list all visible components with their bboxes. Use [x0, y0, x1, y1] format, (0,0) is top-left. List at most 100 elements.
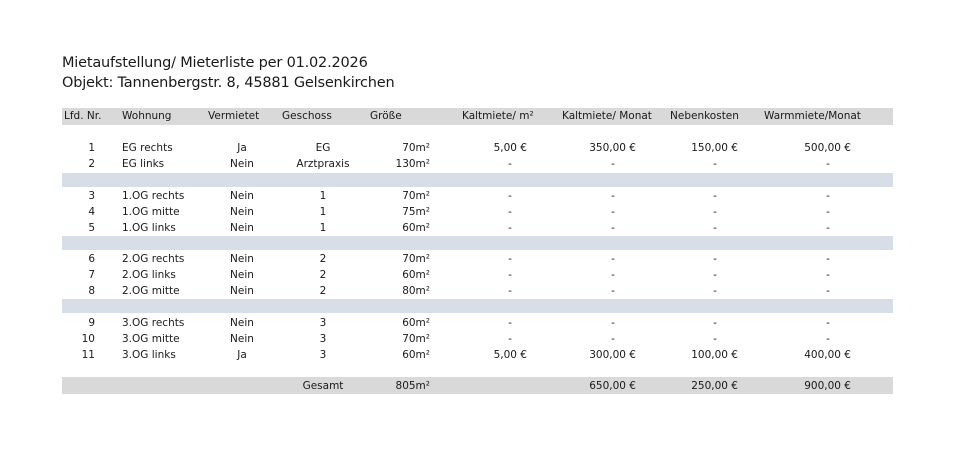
cell-nebenkosten: -	[713, 333, 717, 345]
cell-nebenkosten: -	[713, 285, 717, 297]
cell-groesse: 60m²	[402, 269, 430, 281]
cell-kaltmiete-monat: -	[611, 333, 615, 345]
cell-vermietet: Ja	[237, 349, 247, 361]
total-row: Gesamt 805m² 650,00 € 250,00 € 900,00 €	[0, 380, 960, 395]
cell-warmmiete: 500,00 €	[804, 142, 851, 154]
cell-lfd-nr: 6	[88, 253, 95, 265]
table-row: 2 EG links Nein Arztpraxis 130m² - - - -	[0, 158, 960, 173]
table-header: Lfd. Nr. Wohnung Vermietet Geschoss Größ…	[0, 110, 960, 125]
cell-wohnung: 3.OG mitte	[122, 333, 180, 345]
cell-lfd-nr: 8	[88, 285, 95, 297]
cell-warmmiete: 400,00 €	[804, 349, 851, 361]
floor-separator	[62, 173, 893, 187]
total-kaltmiete: 650,00 €	[589, 380, 636, 392]
table-row: 11 3.OG links Ja 3 60m² 5,00 € 300,00 € 100,00 …	[0, 349, 960, 364]
floor-separator	[62, 299, 893, 313]
table-row: 10 3.OG mitte Nein 3 70m² - - - -	[0, 333, 960, 348]
cell-kaltmiete-m2: 5,00 €	[493, 349, 527, 361]
cell-kaltmiete-m2: -	[508, 206, 512, 218]
cell-wohnung: 2.OG rechts	[122, 253, 185, 265]
table-row: 1 EG rechts Ja EG 70m² 5,00 € 350,00 € 150,00 €…	[0, 142, 960, 157]
cell-nebenkosten: 150,00 €	[691, 142, 738, 154]
cell-warmmiete: -	[826, 269, 830, 281]
cell-kaltmiete-monat: -	[611, 190, 615, 202]
cell-wohnung: 1.OG links	[122, 222, 176, 234]
col-kaltmiete-monat: Kaltmiete/ Monat	[562, 110, 652, 122]
cell-geschoss: 2	[319, 253, 327, 265]
cell-kaltmiete-monat: 300,00 €	[589, 349, 636, 361]
cell-lfd-nr: 9	[88, 317, 95, 329]
cell-kaltmiete-m2: 5,00 €	[493, 142, 527, 154]
cell-nebenkosten: 100,00 €	[691, 349, 738, 361]
cell-vermietet: Nein	[230, 206, 254, 218]
col-groesse: Größe	[370, 110, 402, 122]
cell-geschoss: 3	[319, 333, 327, 345]
cell-vermietet: Nein	[230, 158, 254, 170]
col-warmmiete: Warmmiete/Monat	[764, 110, 861, 122]
cell-lfd-nr: 11	[81, 349, 95, 361]
cell-vermietet: Nein	[230, 317, 254, 329]
table-row: 5 1.OG links Nein 1 60m² - - - -	[0, 222, 960, 237]
cell-kaltmiete-monat: 350,00 €	[589, 142, 636, 154]
cell-wohnung: 1.OG rechts	[122, 190, 185, 202]
cell-warmmiete: -	[826, 158, 830, 170]
cell-lfd-nr: 2	[88, 158, 95, 170]
cell-kaltmiete-monat: -	[611, 317, 615, 329]
total-size: 805m²	[395, 380, 430, 392]
cell-kaltmiete-monat: -	[611, 253, 615, 265]
col-kaltmiete-m2: Kaltmiete/ m²	[462, 110, 534, 122]
cell-vermietet: Nein	[230, 222, 254, 234]
cell-lfd-nr: 10	[81, 333, 95, 345]
cell-geschoss: 1	[319, 222, 327, 234]
cell-warmmiete: -	[826, 333, 830, 345]
cell-warmmiete: -	[826, 285, 830, 297]
total-warmmiete: 900,00 €	[804, 380, 851, 392]
cell-kaltmiete-m2: -	[508, 333, 512, 345]
cell-groesse: 75m²	[402, 206, 430, 218]
cell-geschoss: EG	[315, 142, 331, 154]
cell-lfd-nr: 1	[88, 142, 95, 154]
cell-vermietet: Nein	[230, 285, 254, 297]
cell-kaltmiete-m2: -	[508, 285, 512, 297]
cell-kaltmiete-monat: -	[611, 222, 615, 234]
cell-geschoss: 3	[319, 349, 327, 361]
cell-lfd-nr: 3	[88, 190, 95, 202]
cell-wohnung: 2.OG mitte	[122, 285, 180, 297]
cell-kaltmiete-m2: -	[508, 317, 512, 329]
cell-kaltmiete-monat: -	[611, 158, 615, 170]
col-nebenkosten: Nebenkosten	[670, 110, 739, 122]
cell-kaltmiete-monat: -	[611, 269, 615, 281]
col-geschoss: Geschoss	[282, 110, 332, 122]
table-row: 9 3.OG rechts Nein 3 60m² - - - -	[0, 317, 960, 332]
cell-groesse: 70m²	[402, 333, 430, 345]
total-nebenkosten: 250,00 €	[691, 380, 738, 392]
header-bar	[62, 108, 893, 125]
cell-groesse: 70m²	[402, 142, 430, 154]
cell-geschoss: 2	[319, 285, 327, 297]
cell-nebenkosten: -	[713, 190, 717, 202]
table-row: 8 2.OG mitte Nein 2 80m² - - - -	[0, 285, 960, 300]
cell-groesse: 80m²	[402, 285, 430, 297]
cell-geschoss: 2	[319, 269, 327, 281]
cell-nebenkosten: -	[713, 222, 717, 234]
col-lfd-nr: Lfd. Nr.	[64, 110, 102, 122]
cell-wohnung: 3.OG rechts	[122, 317, 185, 329]
cell-kaltmiete-monat: -	[611, 206, 615, 218]
floor-separator	[62, 236, 893, 250]
cell-nebenkosten: -	[713, 206, 717, 218]
cell-wohnung: 3.OG links	[122, 349, 176, 361]
cell-wohnung: EG rechts	[122, 142, 173, 154]
cell-groesse: 70m²	[402, 190, 430, 202]
table-row: 6 2.OG rechts Nein 2 70m² - - - -	[0, 253, 960, 268]
cell-warmmiete: -	[826, 317, 830, 329]
object-address: Objekt: Tannenbergstr. 8, 45881 Gelsenki…	[62, 75, 395, 91]
table-row: 3 1.OG rechts Nein 1 70m² - - - -	[0, 190, 960, 205]
cell-nebenkosten: -	[713, 158, 717, 170]
cell-groesse: 60m²	[402, 349, 430, 361]
cell-wohnung: 2.OG links	[122, 269, 176, 281]
cell-warmmiete: -	[826, 190, 830, 202]
cell-vermietet: Nein	[230, 333, 254, 345]
col-wohnung: Wohnung	[122, 110, 172, 122]
cell-vermietet: Nein	[230, 253, 254, 265]
cell-kaltmiete-m2: -	[508, 190, 512, 202]
